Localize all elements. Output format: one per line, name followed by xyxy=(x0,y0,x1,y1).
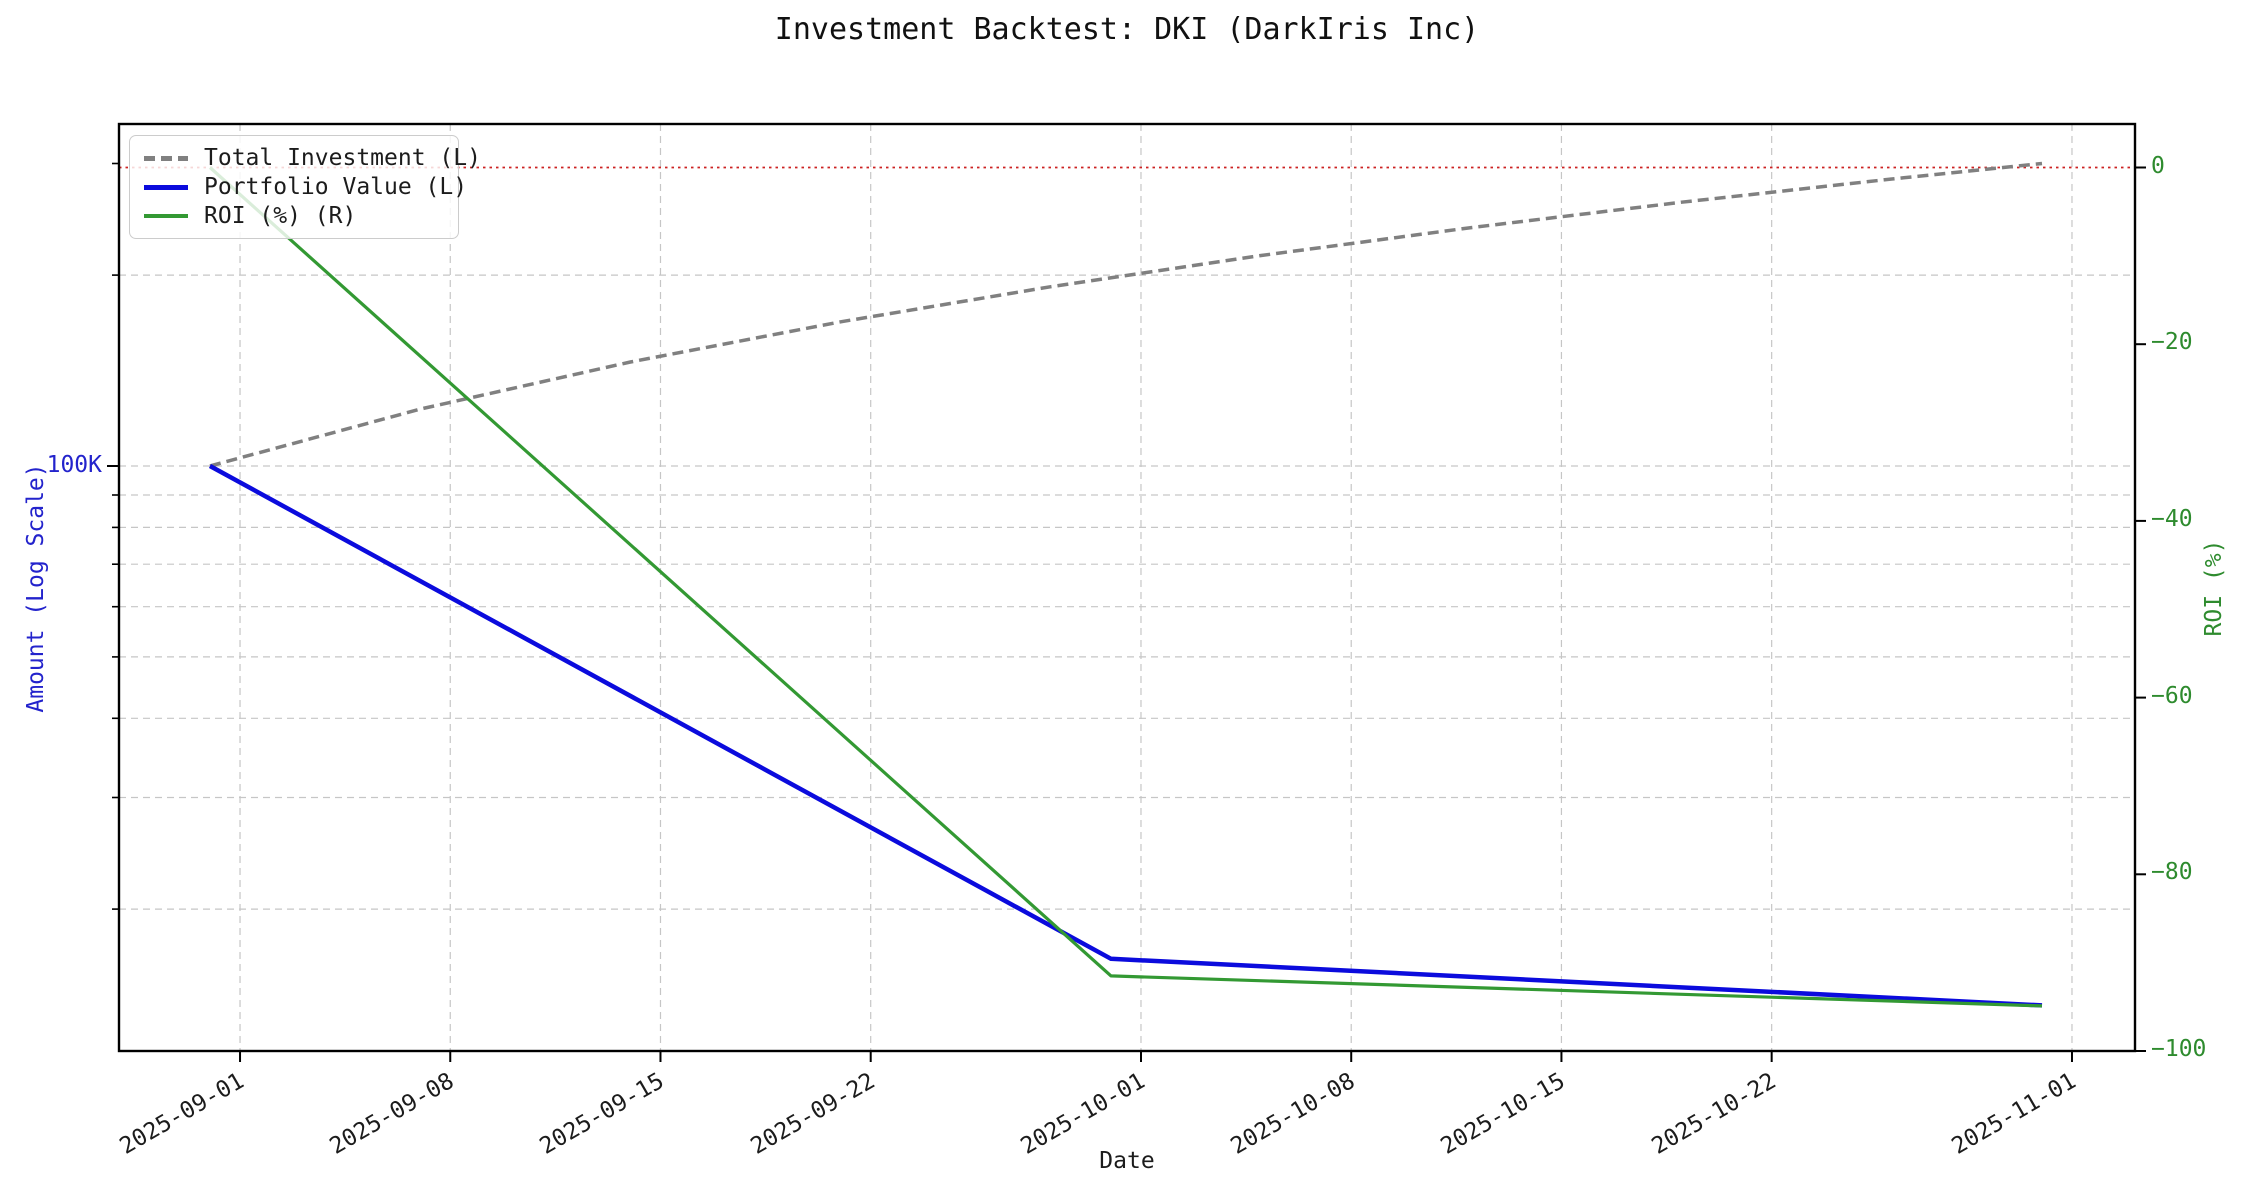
legend-label: ROI (%) (R) xyxy=(204,203,357,229)
x-axis-label: Date xyxy=(1099,1148,1155,1174)
solid-line-sample-icon xyxy=(144,184,188,190)
legend-item-portfolio-value: Portfolio Value (L) xyxy=(144,174,467,200)
left-y-axis-label: Amount (Log Scale) xyxy=(23,463,49,713)
dashed-line-sample-icon xyxy=(144,155,188,161)
right-y-axis-label: ROI (%) xyxy=(2201,539,2227,637)
legend-item-total-investment: Total Investment (L) xyxy=(144,145,481,171)
solid-line-sample-icon xyxy=(144,214,188,218)
right-y-tick-label: −100 xyxy=(2151,1036,2207,1062)
right-y-tick-label: 0 xyxy=(2151,152,2165,179)
legend-label: Total Investment (L) xyxy=(204,145,481,171)
chart-title: Investment Backtest: DKI (DarkIris Inc) xyxy=(774,12,1480,47)
legend: Total Investment (L) Portfolio Value (L)… xyxy=(129,135,481,239)
right-y-tick-label: −80 xyxy=(2151,859,2193,886)
right-y-tick-label: −40 xyxy=(2151,505,2193,532)
right-y-tick-label: −20 xyxy=(2151,329,2193,356)
legend-item-roi: ROI (%) (R) xyxy=(144,203,444,229)
left-y-tick-label: 100K xyxy=(46,452,102,478)
right-y-tick-label: −60 xyxy=(2151,682,2193,709)
legend-label: Portfolio Value (L) xyxy=(204,174,468,200)
